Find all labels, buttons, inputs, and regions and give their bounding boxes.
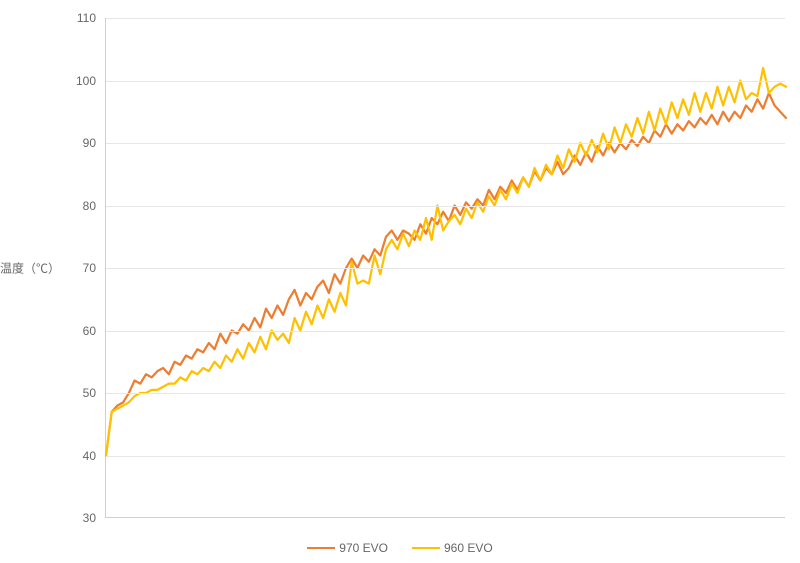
series-line <box>106 68 786 456</box>
gridline <box>106 206 785 207</box>
plot-area: 30405060708090100110 <box>105 18 785 518</box>
y-axis-title: 温度（℃） <box>0 260 60 277</box>
gridline <box>106 18 785 19</box>
gridline <box>106 143 785 144</box>
gridline <box>106 268 785 269</box>
y-tick-label: 30 <box>83 511 106 525</box>
y-tick-label: 90 <box>83 136 106 150</box>
gridline <box>106 393 785 394</box>
legend-item: 960 EVO <box>412 541 493 555</box>
legend: 970 EVO 960 EVO <box>0 541 800 555</box>
temperature-chart: 30405060708090100110 温度（℃） 970 EVO960 EV… <box>0 0 800 563</box>
legend-label: 960 EVO <box>444 541 493 555</box>
gridline <box>106 81 785 82</box>
y-tick-label: 40 <box>83 449 106 463</box>
y-tick-label: 60 <box>83 324 106 338</box>
legend-label: 970 EVO <box>339 541 388 555</box>
y-tick-label: 80 <box>83 199 106 213</box>
y-tick-label: 110 <box>77 11 106 25</box>
legend-item: 970 EVO <box>307 541 388 555</box>
gridline <box>106 456 785 457</box>
legend-swatch <box>307 547 335 549</box>
series-line <box>106 93 786 456</box>
y-tick-label: 70 <box>83 261 106 275</box>
legend-swatch <box>412 547 440 549</box>
y-tick-label: 100 <box>76 74 106 88</box>
gridline <box>106 331 785 332</box>
y-tick-label: 50 <box>83 386 106 400</box>
